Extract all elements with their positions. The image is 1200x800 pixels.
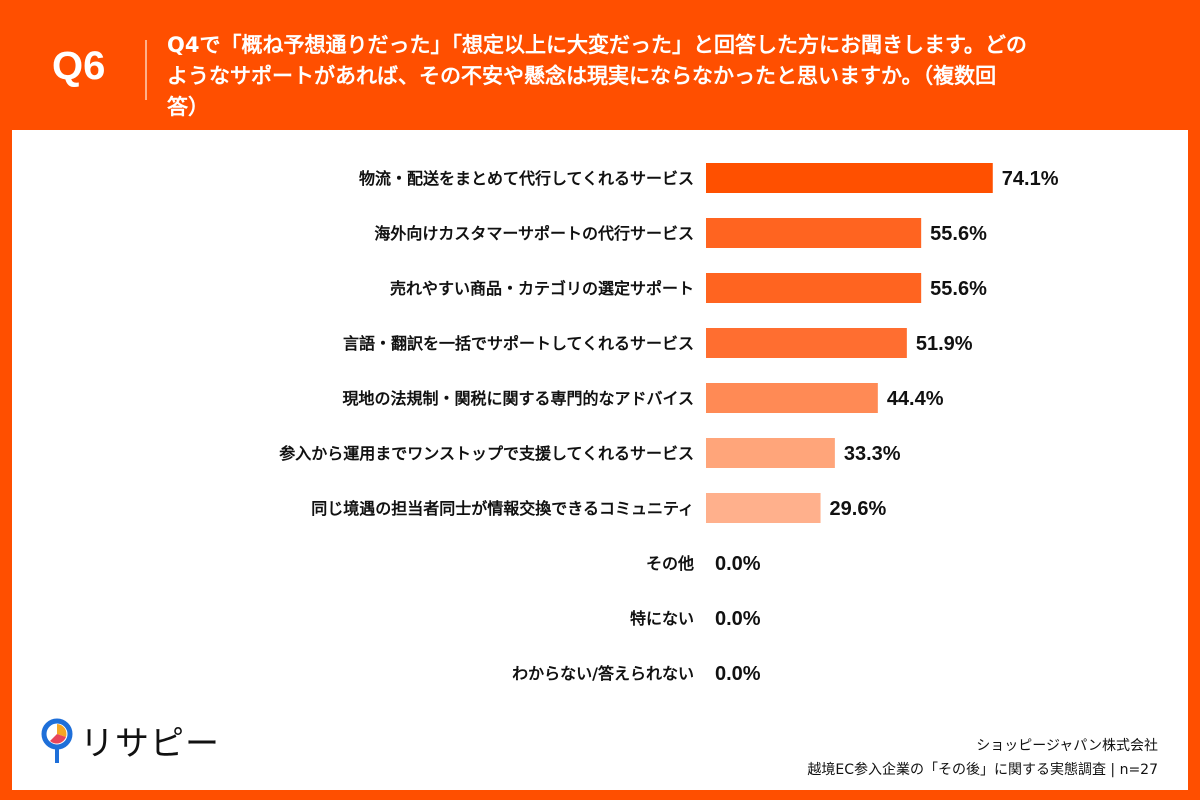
bar bbox=[706, 273, 922, 303]
value-label: 33.3% bbox=[844, 443, 901, 465]
value-label: 0.0% bbox=[715, 553, 761, 575]
logo-text: リサピー bbox=[80, 724, 220, 764]
category-label: 参入から運用までワンストップで支援してくれるサービス bbox=[279, 444, 694, 463]
category-label: 言語・翻訳を一括でサポートしてくれるサービス bbox=[343, 334, 694, 353]
bar bbox=[706, 163, 993, 193]
chart-panel: 物流・配送をまとめて代行してくれるサービス 74.1% 海外向けカスタマーサポートの… bbox=[12, 130, 1188, 790]
value-label: 44.4% bbox=[887, 388, 944, 410]
question-title: Q4で「概ね予想通りだった」「想定以上に大変だった」と回答した方にお聞きします。… bbox=[167, 33, 1027, 119]
company-name: ショッピージャパン株式会社 bbox=[976, 738, 1158, 754]
value-label: 74.1% bbox=[1002, 168, 1059, 190]
value-label: 51.9% bbox=[916, 333, 973, 355]
value-label: 55.6% bbox=[930, 223, 987, 245]
header-divider bbox=[145, 40, 147, 100]
category-label: わからない/答えられない bbox=[512, 664, 694, 683]
survey-name: 越境EC参入企業の「その後」に関する実態調査 | n=27 bbox=[807, 762, 1158, 778]
category-label: その他 bbox=[646, 554, 694, 573]
value-label: 29.6% bbox=[830, 498, 887, 520]
bar bbox=[706, 328, 907, 358]
category-label: 物流・配送をまとめて代行してくれるサービス bbox=[359, 169, 694, 188]
category-label: 特にない bbox=[630, 609, 694, 628]
bar bbox=[706, 493, 821, 523]
category-label: 同じ境遇の担当者同士が情報交換できるコミュニティ bbox=[311, 499, 694, 518]
magnifier-logo-icon bbox=[41, 718, 73, 763]
value-label: 0.0% bbox=[715, 608, 761, 630]
logo: リサピー bbox=[40, 716, 220, 765]
footer: ショッピージャパン株式会社 越境EC参入企業の「その後」に関する実態調査 | n… bbox=[807, 734, 1158, 782]
question-number: Q6 bbox=[52, 44, 106, 88]
value-label: 0.0% bbox=[715, 663, 761, 685]
category-label: 現地の法規制・関税に関する専門的なアドバイス bbox=[342, 389, 694, 408]
category-label: 海外向けカスタマーサポートの代行サービス bbox=[374, 224, 694, 243]
bar bbox=[706, 218, 922, 248]
bar bbox=[706, 383, 878, 413]
category-label: 売れやすい商品・カテゴリの選定サポート bbox=[390, 279, 694, 298]
bar-chart: 物流・配送をまとめて代行してくれるサービス 74.1% 海外向けカスタマーサポートの… bbox=[279, 163, 1059, 685]
value-label: 55.6% bbox=[930, 278, 987, 300]
bar bbox=[706, 438, 835, 468]
